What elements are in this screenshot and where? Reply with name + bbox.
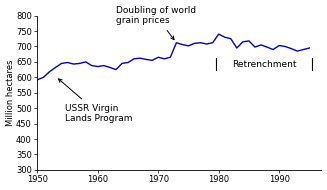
Text: Doubling of world
grain prices: Doubling of world grain prices: [116, 6, 196, 40]
Text: USSR Virgin
Lands Program: USSR Virgin Lands Program: [59, 79, 132, 123]
Y-axis label: Million hectares: Million hectares: [6, 59, 15, 126]
Text: Retrenchment: Retrenchment: [232, 59, 296, 69]
